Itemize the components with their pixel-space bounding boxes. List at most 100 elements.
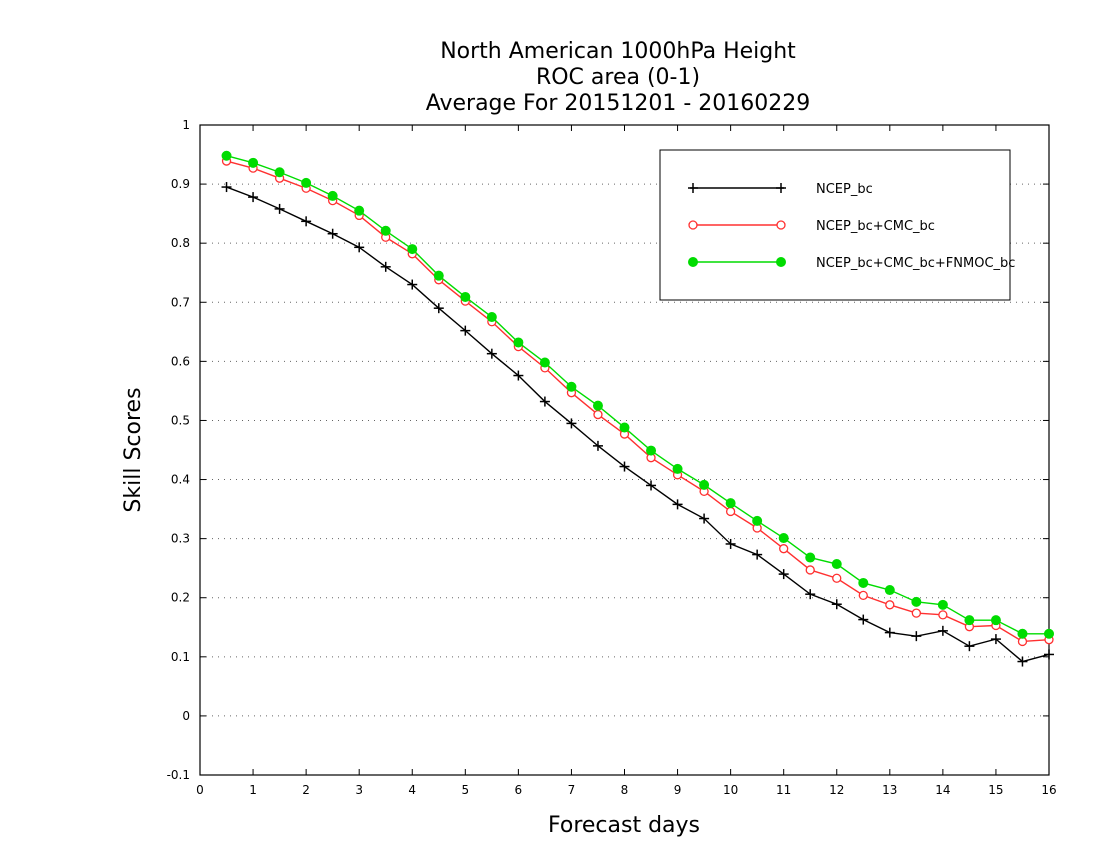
legend-item: NCEP_bc+CMC_bc+FNMOC_bc xyxy=(688,256,1015,271)
y-tick-label: 0.8 xyxy=(171,236,190,250)
series-lines xyxy=(221,150,1054,667)
data-point xyxy=(1044,628,1054,639)
legend-item: NCEP_bc+CMC_bc xyxy=(688,219,935,234)
y-tick-label: 0.2 xyxy=(171,591,190,605)
x-tick-label: 9 xyxy=(674,783,682,797)
data-point xyxy=(937,625,948,636)
data-point xyxy=(407,244,418,255)
legend-marker xyxy=(688,257,698,267)
x-axis: 0 1 2 3 4 5 6 7 8 9 10 11 12 13 14 15 16 xyxy=(196,125,1057,797)
data-point xyxy=(460,325,471,336)
data-point xyxy=(990,615,1001,626)
data-point xyxy=(752,549,763,560)
series-3 xyxy=(221,150,1054,639)
data-point xyxy=(672,499,683,510)
data-point xyxy=(1017,656,1028,667)
data-point xyxy=(301,216,312,227)
x-tick-label: 7 xyxy=(568,783,576,797)
data-point xyxy=(433,303,444,314)
y-tick-label: 0.9 xyxy=(171,177,190,191)
data-point xyxy=(858,614,869,625)
y-tick-label: 0.7 xyxy=(171,295,190,309)
y-tick-label: 0.6 xyxy=(171,354,190,368)
data-point xyxy=(301,177,312,188)
data-point xyxy=(884,627,895,638)
y-tick-label: -0.1 xyxy=(167,768,190,782)
data-point xyxy=(911,608,921,618)
data-point xyxy=(619,422,630,433)
y-axis: -0.1 0 0.1 0.2 0.3 0.4 0.5 0.6 0.7 0.8 0.9 1 xyxy=(167,118,1049,782)
data-point xyxy=(832,573,842,583)
legend-marker xyxy=(688,183,698,193)
data-point xyxy=(964,615,975,626)
data-point xyxy=(831,599,842,610)
data-point xyxy=(354,205,365,216)
data-point xyxy=(884,585,895,596)
data-point xyxy=(354,242,365,253)
data-point xyxy=(248,157,259,168)
x-tick-label: 16 xyxy=(1041,783,1056,797)
legend-marker xyxy=(688,220,698,230)
data-point xyxy=(274,203,285,214)
data-point xyxy=(831,559,842,570)
y-tick-label: 0.3 xyxy=(171,532,190,546)
data-point xyxy=(911,631,922,642)
x-tick-label: 15 xyxy=(988,783,1003,797)
data-point xyxy=(486,348,497,359)
data-point xyxy=(646,480,657,491)
y-tick-label: 0 xyxy=(182,709,190,723)
data-point xyxy=(619,461,630,472)
data-point xyxy=(725,538,736,549)
legend-label: NCEP_bc xyxy=(816,182,873,197)
x-tick-label: 4 xyxy=(408,783,416,797)
data-point xyxy=(778,533,789,544)
data-point xyxy=(248,192,259,203)
data-point xyxy=(327,228,338,239)
legend-marker xyxy=(776,257,786,267)
data-point xyxy=(433,270,444,281)
x-tick-label: 12 xyxy=(829,783,844,797)
data-point xyxy=(513,337,524,348)
y-axis-label: Skill Scores xyxy=(121,387,146,512)
data-point xyxy=(805,552,816,563)
data-point xyxy=(778,569,789,580)
data-point xyxy=(725,506,736,517)
legend: NCEP_bc NCEP_bc+CMC_bc NCEP_bc+CMC_bc+FNMO… xyxy=(659,149,1015,301)
data-point xyxy=(805,589,816,600)
data-point xyxy=(805,565,815,575)
data-point xyxy=(672,463,683,474)
data-point xyxy=(938,610,948,620)
data-point xyxy=(911,596,922,607)
x-axis-label: Forecast days xyxy=(548,813,700,838)
data-point xyxy=(593,409,603,420)
legend-label: NCEP_bc+CMC_bc+FNMOC_bc xyxy=(816,256,1015,271)
series-1 xyxy=(221,182,1054,667)
data-point xyxy=(327,190,338,201)
data-point xyxy=(990,634,1001,645)
x-tick-label: 5 xyxy=(461,783,469,797)
data-point xyxy=(592,400,603,411)
data-point xyxy=(964,641,975,652)
y-tick-label: 1 xyxy=(182,118,190,132)
title-line-1: North American 1000hPa Height xyxy=(440,39,796,64)
data-point xyxy=(539,357,550,368)
data-point xyxy=(646,445,657,456)
x-tick-label: 6 xyxy=(515,783,523,797)
data-point xyxy=(566,381,577,392)
data-point xyxy=(858,590,868,601)
data-point xyxy=(937,599,948,610)
title-line-3: Average For 20151201 - 20160229 xyxy=(426,91,811,116)
title-line-2: ROC area (0-1) xyxy=(536,65,700,90)
data-point xyxy=(539,396,550,407)
data-point xyxy=(592,440,603,451)
data-point xyxy=(1017,628,1028,639)
data-point xyxy=(885,600,895,610)
data-point xyxy=(566,418,577,429)
data-point xyxy=(486,312,497,323)
data-point xyxy=(779,544,789,554)
x-tick-label: 11 xyxy=(776,783,791,797)
y-tick-label: 0.5 xyxy=(171,413,190,427)
data-point xyxy=(274,167,285,178)
data-point xyxy=(699,513,710,524)
